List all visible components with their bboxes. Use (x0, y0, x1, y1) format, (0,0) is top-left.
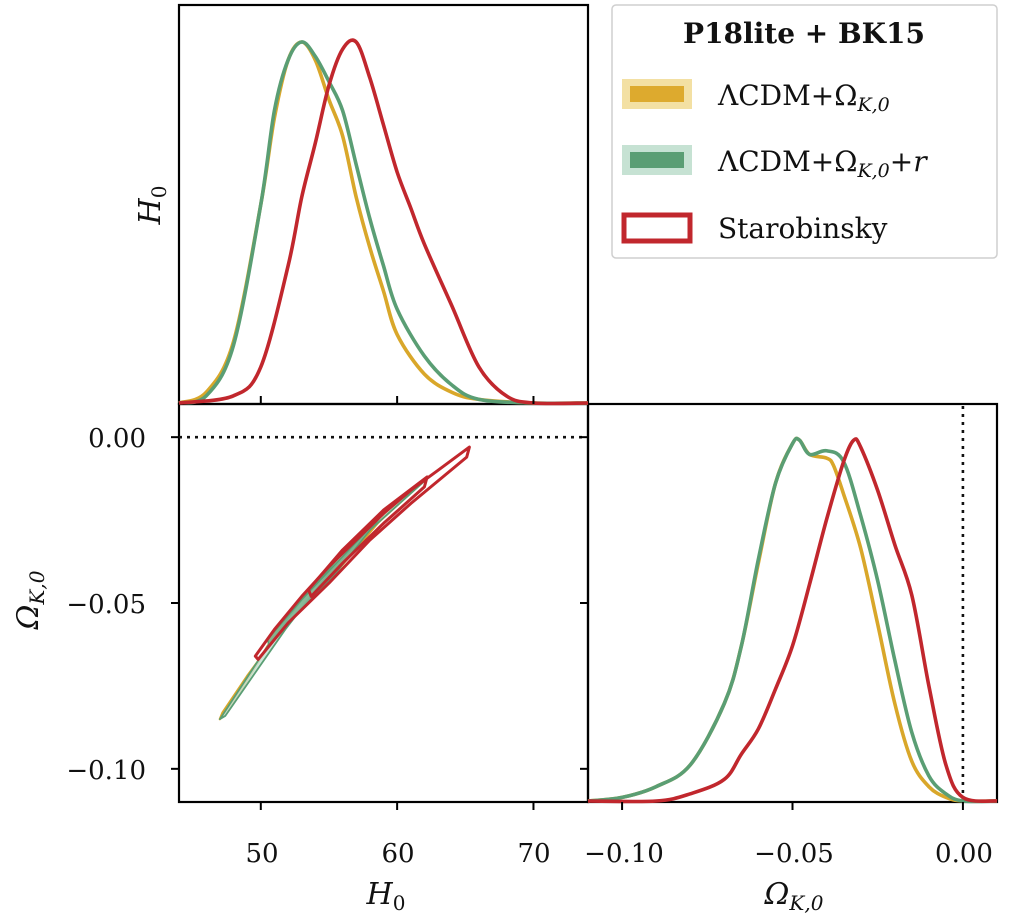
legend-label-lcdm-sub: K,0 (856, 94, 889, 116)
h0-marginal-curves (178, 38, 589, 406)
h0-tick-label-60: 60 (381, 839, 414, 869)
omega-x-tick-label-0.00: 0.00 (935, 839, 993, 869)
h0-ylabel-subscript: 0 (147, 186, 171, 199)
contour-lcdm-95pct (218, 475, 430, 721)
legend-label-lcdm: ΛCDM+ΩK,0 (717, 79, 890, 116)
h0-omega-contours (179, 435, 588, 721)
legend-swatch-starobinsky (621, 212, 693, 244)
svg-text:ΩK,0: ΩK,0 (11, 570, 49, 630)
legend-swatch-lcdm-r-inner (630, 152, 684, 168)
h0-marginal-lcdm-line (178, 40, 589, 406)
legend-label-lcdm-r-sub: K,0 (856, 160, 889, 182)
omega-marginal-curves (587, 406, 998, 804)
legend-swatch-lcdm-inner (630, 86, 684, 102)
omega-ylabel-symbol: Ω (11, 605, 46, 631)
omega-xlabel-symbol: Ω (764, 877, 790, 912)
omega-x-tick-label-minus-0.10: −0.10 (584, 839, 664, 869)
omega-ylabel: ΩK,0 (11, 570, 49, 630)
h0-xlabel-symbol: H (366, 877, 394, 912)
h0-xlabel-subscript: 0 (393, 891, 406, 915)
legend-box (611, 4, 998, 259)
omega-marginal-lcdm-r-line (587, 436, 998, 804)
contour-starobinsky-68pct (307, 475, 429, 598)
omega-marginal-lcdm-line (587, 436, 998, 804)
contour-lcdm-r-95pct (219, 476, 430, 720)
omega-y-tick-label-0.00: 0.00 (88, 424, 146, 454)
legend-label-lcdm-main: ΛCDM+Ω (717, 79, 857, 112)
h0-omega-joint-frame (177, 402, 590, 804)
h0-marginal-frame (177, 3, 590, 406)
legend-label-lcdm-r: ΛCDM+ΩK,0+r (717, 145, 928, 182)
h0-ylabel-symbol: H (133, 197, 168, 225)
omega-y-tick-label-minus-0.10: −0.10 (66, 756, 146, 786)
omega-xlabel: ΩK,0 (764, 877, 824, 915)
omega-marginal-frame (586, 402, 999, 804)
svg-text:H0: H0 (133, 186, 171, 226)
h0-marginal-ylabel: H0 (133, 186, 171, 226)
omega-marginal-starobinsky-line (587, 437, 998, 804)
legend-title: P18lite + BK15 (683, 17, 925, 50)
omega-xlabel-subscript: K,0 (788, 891, 823, 915)
h0-marginal-lcdm-r-line (178, 40, 589, 406)
legend-label-lcdm-r-main: ΛCDM+Ω (717, 145, 857, 178)
legend: P18lite + BK15 ΛCDM+ΩK,0 ΛCDM+ΩK,0+r Sta… (611, 4, 998, 259)
h0-marginal-starobinsky-line (178, 38, 589, 406)
h0-tick-label-50: 50 (245, 839, 278, 869)
omega-x-tick-label-minus-0.05: −0.05 (754, 839, 834, 869)
legend-label-starobinsky: Starobinsky (718, 212, 888, 245)
omega-y-tick-label-minus-0.05: −0.05 (66, 590, 146, 620)
h0-xlabel: H0 (366, 877, 406, 915)
axis-ticks (171, 396, 964, 810)
h0-tick-label-70: 70 (517, 839, 550, 869)
legend-label-lcdm-r-suffix: +r (890, 145, 928, 178)
omega-ylabel-subscript: K,0 (25, 570, 49, 605)
